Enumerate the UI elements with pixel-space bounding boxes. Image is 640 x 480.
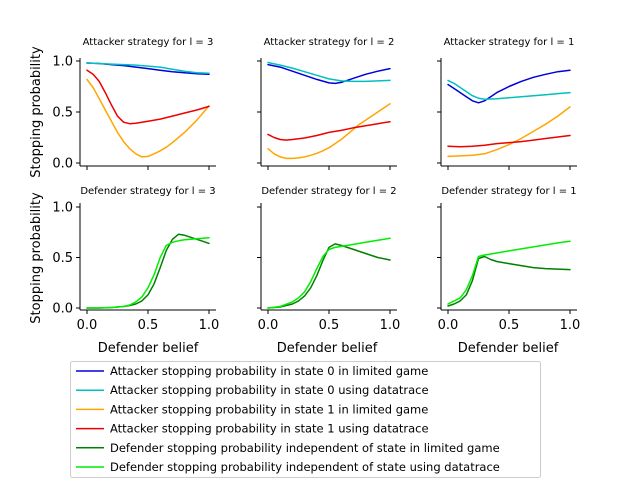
panel-4: Defender strategy for l = 3 0.0 0.5 1.0 0.0 0… xyxy=(52,186,219,333)
panel-2: Attacker strategy for l = 2 xyxy=(257,37,397,170)
legend-label-att1_limited: Attacker stopping probability in state 1… xyxy=(110,402,428,416)
series-line-att1_trace xyxy=(447,134,571,148)
ylabel-bottom: Stopping probability xyxy=(29,192,44,324)
series-line-att0_trace xyxy=(86,62,210,74)
panel-6: Defender strategy for l = 1 0.0 0.5 1.0 xyxy=(437,186,580,333)
x-tick-label: 1.0 xyxy=(560,318,581,333)
legend-label-att0_limited: Attacker stopping probability in state 0… xyxy=(110,364,428,378)
y-tick-label: 1.0 xyxy=(52,201,73,216)
x-tick-label: 0.5 xyxy=(499,318,520,333)
series-line-att1_limited xyxy=(447,106,571,158)
y-tick-label: 0.0 xyxy=(52,157,73,172)
series-line-att1_limited xyxy=(86,78,210,158)
legend-frame xyxy=(70,361,541,478)
series-line-def_trace xyxy=(267,237,391,309)
panel-title: Attacker strategy for l = 1 xyxy=(444,37,575,48)
series-line-def_limited xyxy=(447,255,571,307)
y-tick-label: 0.5 xyxy=(52,251,73,266)
xlabel-right: Defender belief xyxy=(458,341,559,356)
panel-title: Attacker strategy for l = 2 xyxy=(264,37,395,48)
series-line-def_limited xyxy=(267,243,391,309)
panel-title: Defender strategy for l = 1 xyxy=(441,186,576,197)
panel-title: Attacker strategy for l = 3 xyxy=(83,37,214,48)
series-line-att1_trace xyxy=(267,120,391,141)
series-line-att0_trace xyxy=(267,61,391,83)
series-line-def_trace xyxy=(447,240,571,305)
x-tick-label: 1.0 xyxy=(199,318,220,333)
legend-label-att1_trace: Attacker stopping probability in state 1… xyxy=(110,422,429,436)
xlabel-middle: Defender belief xyxy=(277,341,378,356)
panel-title: Defender strategy for l = 3 xyxy=(80,186,215,197)
panels-layer: Attacker strategy for l = 30.00.51.0Atta… xyxy=(52,37,580,333)
x-tick-label: 0.0 xyxy=(258,318,279,333)
panel-5: Defender strategy for l = 2 0.0 0.5 1.0 xyxy=(257,186,400,333)
y-tick-label: 0.5 xyxy=(52,106,73,121)
legend-label-def_limited: Defender stopping probability independen… xyxy=(110,441,500,455)
y-tick-label: 0.0 xyxy=(52,302,73,317)
series-line-att0_limited xyxy=(267,63,391,85)
series-line-att0_trace xyxy=(447,79,571,101)
series-line-def_trace xyxy=(86,237,210,309)
x-tick-label: 0.5 xyxy=(138,318,159,333)
x-tick-label: 0.0 xyxy=(438,318,459,333)
series-line-att0_limited xyxy=(447,69,571,104)
y-tick-label: 1.0 xyxy=(52,55,73,70)
series-line-att1_limited xyxy=(267,103,391,160)
x-tick-label: 0.0 xyxy=(77,318,98,333)
x-tick-label: 1.0 xyxy=(380,318,401,333)
legend: Attacker stopping probability in state 0… xyxy=(70,361,541,478)
panel-1: Attacker strategy for l = 3 0.0 0.5 1.0 xyxy=(52,37,216,172)
legend-label-def_trace: Defender stopping probability independen… xyxy=(110,460,500,474)
series-line-att1_trace xyxy=(86,69,210,125)
x-tick-label: 0.5 xyxy=(319,318,340,333)
series-line-def_limited xyxy=(86,233,210,309)
ylabel-top: Stopping probability xyxy=(29,46,44,178)
panel-title: Defender strategy for l = 2 xyxy=(261,186,396,197)
legend-label-att0_trace: Attacker stopping probability in state 0… xyxy=(110,383,429,397)
legend-items: Attacker stopping probability in state 0… xyxy=(76,364,500,474)
xlabel-left: Defender belief xyxy=(98,341,199,356)
panel-3: Attacker strategy for l = 1 xyxy=(437,37,577,170)
